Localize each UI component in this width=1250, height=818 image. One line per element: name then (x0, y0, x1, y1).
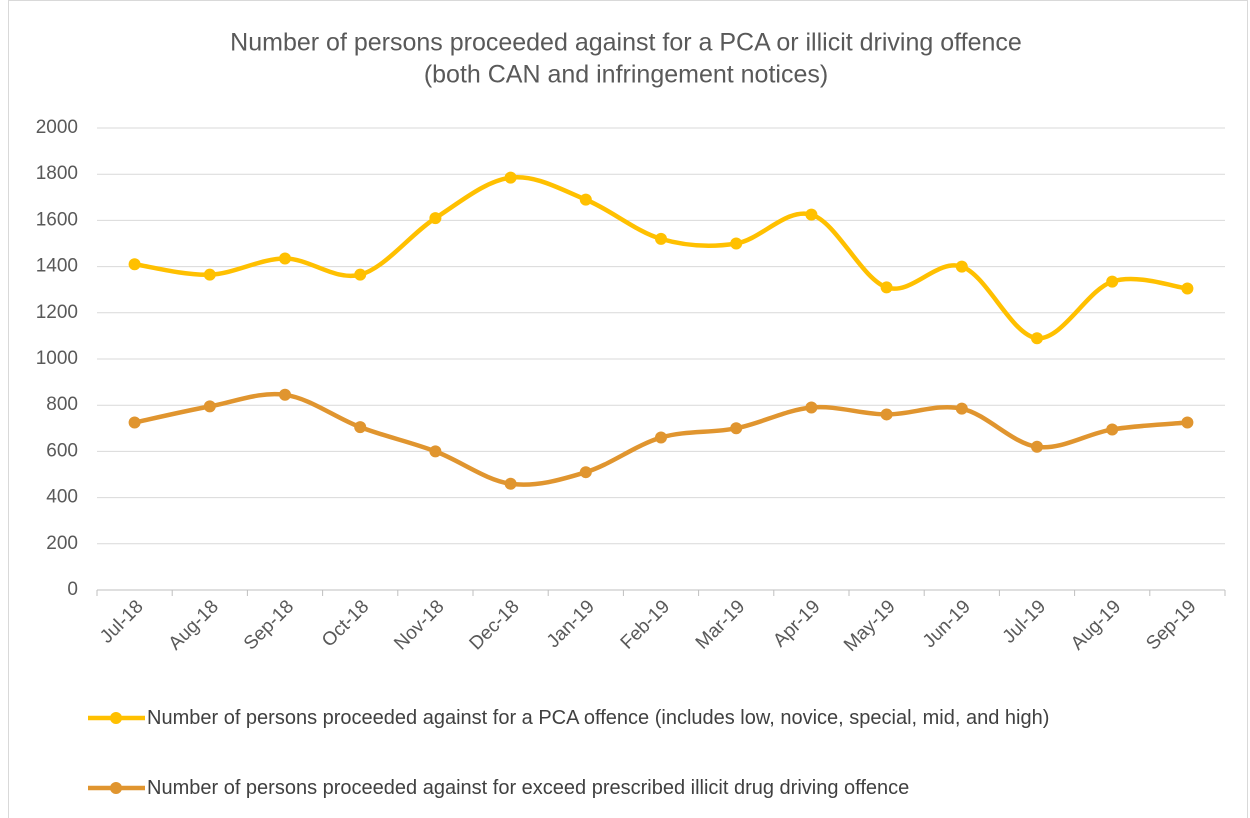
data-point (504, 477, 517, 490)
data-point (1106, 423, 1119, 436)
chart-title: Number of persons proceeded against for … (230, 29, 1022, 57)
data-point (279, 252, 291, 265)
x-tick-label: Jan-19 (543, 596, 599, 652)
x-tick-label: Mar-19 (692, 596, 749, 653)
data-point (655, 232, 667, 245)
data-point (203, 268, 216, 281)
data-point (279, 388, 291, 401)
chart-title: (both CAN and infringement notices) (424, 61, 828, 89)
x-tick-label: Jun-19 (919, 596, 975, 652)
y-tick-label: 200 (46, 533, 78, 554)
y-tick-label: 1000 (36, 348, 78, 369)
x-tick-label: Sep-18 (240, 596, 298, 654)
legend-label: Number of persons proceeded against for … (147, 777, 910, 799)
y-tick-label: 1600 (36, 209, 78, 230)
y-tick-label: 1800 (36, 163, 78, 184)
x-tick-label: Aug-19 (1067, 596, 1125, 654)
x-tick-label: Dec-18 (466, 596, 524, 654)
data-point (429, 445, 442, 458)
data-point (805, 401, 818, 414)
data-point (955, 260, 968, 273)
data-point (1181, 282, 1194, 295)
data-point (955, 402, 968, 415)
x-tick-label: Sep-19 (1142, 596, 1200, 654)
series-line (134, 175, 1188, 341)
data-point (730, 422, 743, 435)
data-point (579, 193, 592, 206)
x-tick-label: Jul-19 (999, 596, 1050, 647)
data-point (805, 208, 818, 221)
x-tick-label: Jul-18 (96, 596, 147, 647)
data-point (128, 258, 141, 271)
y-tick-label: 600 (46, 440, 78, 461)
data-point (730, 237, 743, 250)
legend-marker (110, 782, 122, 794)
data-point (354, 268, 367, 281)
x-tick-label: May-19 (840, 596, 900, 656)
chart-border (8, 0, 1248, 818)
y-tick-label: 0 (67, 579, 78, 600)
data-point (655, 431, 667, 444)
data-point (504, 171, 517, 184)
data-point (1181, 416, 1194, 429)
data-point (579, 466, 592, 479)
y-tick-label: 1200 (36, 302, 78, 323)
y-tick-label: 400 (46, 487, 78, 508)
data-point (429, 212, 442, 225)
data-point (880, 281, 893, 294)
data-point (203, 400, 216, 413)
data-point (128, 416, 141, 429)
x-tick-label: Nov-18 (390, 596, 448, 654)
legend-label: Number of persons proceeded against for … (147, 707, 1050, 729)
data-point (1031, 440, 1043, 453)
data-point (1031, 332, 1043, 345)
x-tick-label: Oct-18 (318, 596, 373, 651)
data-point (1106, 275, 1119, 288)
legend-marker (110, 712, 122, 724)
data-point (354, 421, 367, 434)
x-tick-label: Apr-19 (769, 596, 824, 651)
data-point (880, 408, 893, 421)
x-tick-label: Feb-19 (617, 596, 674, 653)
y-tick-label: 800 (46, 394, 78, 415)
x-tick-label: Aug-18 (165, 596, 223, 654)
y-tick-label: 2000 (36, 117, 78, 138)
y-tick-label: 1400 (36, 256, 78, 277)
